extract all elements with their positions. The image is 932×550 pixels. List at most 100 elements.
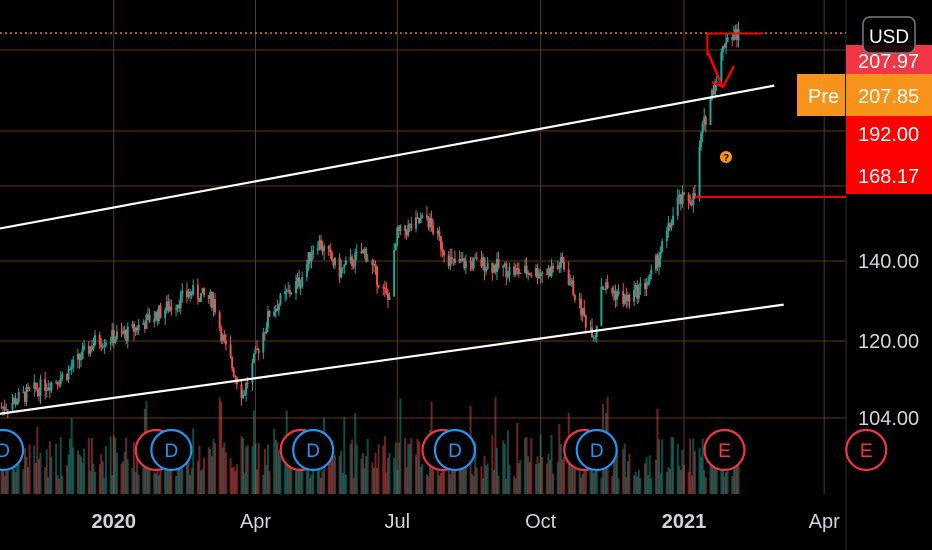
volume-bar-132 (287, 445, 290, 494)
volume-bar-97 (210, 456, 213, 494)
volume-bar-290 (633, 475, 636, 494)
candle-body-126 (274, 308, 277, 312)
volume-bar-99 (214, 443, 217, 494)
question-marker-icon[interactable] (720, 151, 732, 163)
volume-bar-122 (265, 465, 268, 494)
candle-body-60 (131, 323, 134, 327)
volume-bar-134 (290, 465, 293, 494)
candle-body-268 (583, 308, 586, 316)
volume-bar-105 (229, 457, 232, 494)
volume-bar-233 (506, 430, 509, 494)
volume-bar-108 (234, 471, 237, 494)
volume-bar-167 (363, 468, 366, 494)
volume-bar-40 (87, 438, 90, 494)
volume-bar-242 (527, 456, 530, 494)
candle-body-208 (452, 258, 455, 260)
time-axis[interactable]: 2020 Apr Jul Oct 2021 Apr (91, 511, 840, 533)
volume-bar-245 (534, 464, 537, 494)
candle-body-150 (327, 246, 330, 250)
candle-body-76 (165, 301, 168, 311)
candle-body-40 (87, 345, 90, 354)
volume-bar-333 (725, 472, 728, 494)
currency-button[interactable]: USD (862, 16, 916, 54)
candle-body-295 (644, 282, 647, 289)
candle-body-279 (606, 282, 609, 289)
candle-body-296 (645, 285, 648, 289)
candle-body-84 (181, 290, 184, 295)
candle-body-36 (78, 353, 81, 361)
volume-bar-112 (243, 473, 246, 494)
volume-bar-161 (351, 439, 354, 494)
volume-bar-71 (154, 473, 157, 494)
candle-body-323 (703, 116, 706, 124)
volume-bar-211 (460, 446, 463, 494)
currency-button-bg[interactable] (862, 16, 916, 54)
candle-body-280 (611, 288, 614, 293)
event-marker-8[interactable] (575, 428, 618, 472)
volume-bar-3 (5, 453, 8, 494)
channel-line-0[interactable] (0, 84, 775, 230)
event-marker-2[interactable] (150, 428, 193, 472)
volume-bar-226 (492, 469, 495, 494)
volume-bar-296 (645, 457, 648, 494)
volume-bar-283 (615, 449, 618, 494)
candle-body-197 (429, 217, 432, 228)
candle-body-304 (661, 241, 664, 252)
candle-body-26 (56, 381, 59, 385)
volume-bar-102 (221, 447, 224, 494)
volume-bar-85 (185, 439, 188, 494)
volume-bar-325 (709, 442, 712, 494)
volume-bar-58 (125, 437, 128, 494)
volume-bar-119 (257, 442, 260, 494)
volume-bar-12 (25, 456, 28, 494)
volume-bar-259 (563, 457, 565, 494)
volume-bar-194 (421, 463, 424, 494)
candle-body-326 (711, 89, 714, 100)
candle-body-16 (34, 382, 37, 389)
volume-bar-56 (122, 461, 125, 494)
price-tag-pre-value: 207.85 (858, 86, 919, 108)
candle-body-132 (287, 290, 290, 292)
event-marker-10[interactable] (845, 428, 888, 472)
volume-bar-310 (676, 443, 679, 494)
volume-bar-306 (667, 467, 670, 494)
volume-bar-184 (399, 398, 402, 494)
currency-button-label[interactable]: USD (869, 27, 909, 48)
volume-bar-153 (332, 455, 335, 494)
volume-bar-195 (425, 474, 428, 494)
candle-body-148 (321, 249, 324, 252)
volume-bar-235 (513, 476, 516, 494)
candle-body-193 (419, 218, 422, 223)
volume-bar-114 (246, 445, 249, 494)
candle-body-217 (472, 258, 475, 269)
event-marker-9[interactable] (703, 428, 746, 472)
candle-body-256 (558, 265, 561, 268)
candle-body-59 (126, 326, 129, 341)
channel-line-1[interactable] (0, 303, 784, 415)
volume-bar-174 (377, 444, 380, 494)
candle-body-219 (475, 257, 478, 260)
volume-bar-254 (552, 473, 555, 494)
candle-body-51 (111, 330, 114, 343)
drawing-overlays[interactable]: ? (0, 32, 846, 415)
candle-body-35 (76, 353, 79, 360)
volume-bar-175 (382, 445, 385, 494)
candle-body-315 (687, 194, 690, 202)
volume-bar-251 (547, 453, 550, 494)
candle-body-177 (385, 288, 388, 294)
candle-body-67 (145, 314, 148, 329)
event-marker-6[interactable] (433, 428, 477, 472)
volume-bar-225 (491, 435, 494, 494)
candle-body-131 (285, 290, 288, 292)
candle-body-322 (701, 123, 704, 134)
candle-body-186 (405, 230, 408, 236)
event-markers[interactable]: DEDEDEDEDEE (0, 428, 888, 472)
candle-body-184 (399, 225, 402, 231)
volume-bar-31 (67, 454, 70, 494)
event-marker-4[interactable] (292, 428, 335, 472)
event-marker-0[interactable] (0, 428, 25, 472)
volume-bar-158 (343, 416, 346, 494)
volume-bar-257 (559, 444, 562, 494)
price-axis[interactable]: 120.00 140.00 104.00 (858, 251, 919, 430)
